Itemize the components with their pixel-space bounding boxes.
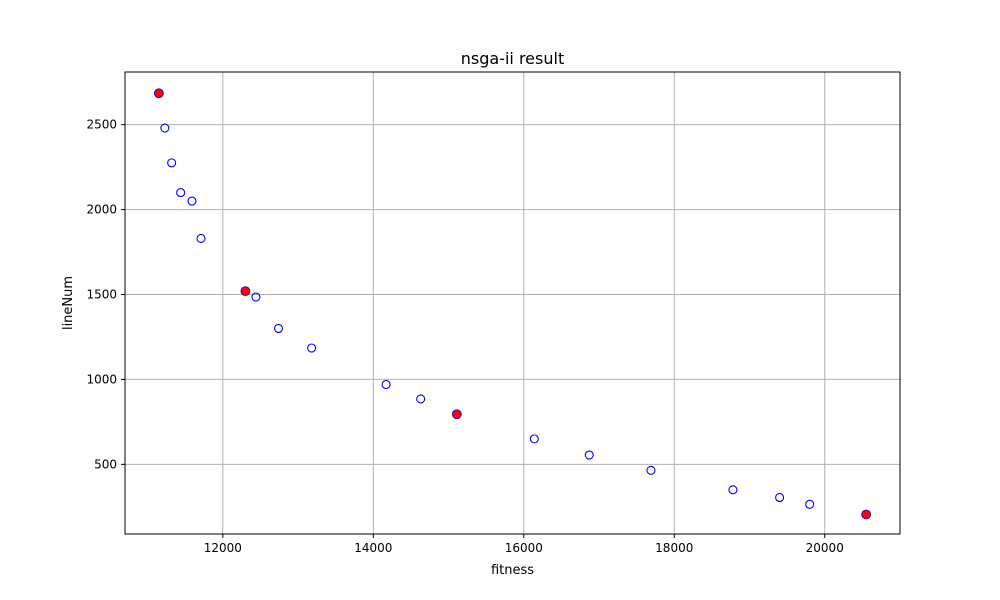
data-point: [196, 233, 206, 244]
x-tick-label: 18000: [655, 541, 693, 555]
data-point: [187, 196, 197, 206]
data-point: [160, 123, 170, 133]
x-tick-label: 12000: [204, 541, 242, 555]
pareto-point: [240, 286, 251, 297]
y-tick-label: 1500: [86, 288, 117, 302]
data-point: [584, 450, 594, 460]
data-point: [775, 492, 785, 503]
y-axis-label: lineNum: [61, 276, 76, 330]
plot-area-frame: [124, 71, 901, 535]
pareto-point: [153, 88, 164, 99]
x-tick-label: 14000: [354, 541, 392, 555]
data-point: [529, 434, 539, 444]
data-points: [153, 88, 872, 520]
data-point: [251, 292, 261, 302]
data-point: [273, 323, 284, 334]
data-point: [167, 158, 177, 168]
x-tick-label: 16000: [505, 541, 543, 555]
chart-title: nsga-ii result: [461, 49, 564, 68]
x-tick-label: 20000: [806, 541, 844, 555]
x-axis-label: fitness: [491, 563, 534, 578]
axis-ticks: 12000 14000 16000 18000 20000 500 1000 1500 2000…: [86, 118, 843, 555]
data-point: [381, 379, 391, 390]
y-tick-label: 2000: [86, 203, 117, 217]
pareto-point: [451, 409, 462, 420]
grid-lines: [125, 72, 900, 534]
data-point: [176, 188, 186, 198]
data-point: [646, 465, 656, 475]
data-point: [307, 343, 317, 353]
y-tick-label: 2500: [86, 118, 117, 132]
y-tick-label: 1000: [86, 372, 117, 386]
y-tick-label: 500: [94, 457, 117, 471]
pareto-point: [861, 509, 872, 520]
data-point: [805, 499, 815, 509]
data-point: [416, 394, 426, 404]
data-point: [728, 485, 738, 495]
